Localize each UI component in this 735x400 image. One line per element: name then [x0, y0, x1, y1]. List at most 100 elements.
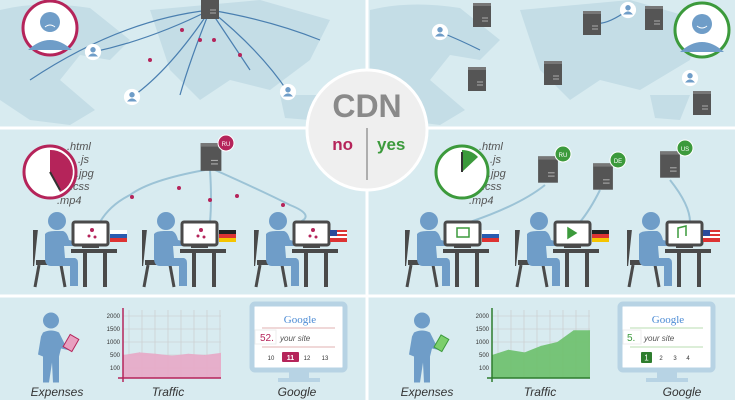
file-label: .css — [70, 181, 90, 193]
sad-user-avatar — [21, 0, 79, 57]
search-rank: 5. — [627, 333, 635, 344]
germany-flag — [219, 230, 236, 242]
image-icon — [456, 227, 470, 238]
user-pin-icon — [681, 69, 699, 87]
search-result-text: your site — [279, 334, 311, 343]
file-label: .jpg — [488, 168, 507, 180]
page-number[interactable]: 10 — [268, 356, 275, 362]
server-icon — [692, 90, 712, 116]
y-tick-label: 2000 — [476, 314, 490, 320]
file-label: .html — [479, 141, 503, 153]
cdn-badge: CDN no yes — [305, 68, 429, 192]
file-list-right: .html .js .jpg .css .mp4 — [469, 141, 507, 207]
y-tick-label: 1000 — [107, 340, 121, 346]
page-number-current[interactable]: 1 — [644, 354, 649, 363]
traffic-area — [123, 352, 221, 378]
server-icon — [543, 60, 563, 86]
traffic-chart-right: 2000 1500 1000 500 100 — [476, 308, 591, 382]
music-icon — [677, 225, 687, 238]
user-workstation — [254, 210, 339, 288]
file-label: .js — [490, 154, 502, 166]
google-logo: Google — [652, 314, 685, 326]
content-icons — [456, 225, 687, 240]
server-icon — [659, 150, 681, 179]
traffic-label: Traffic — [152, 385, 184, 399]
russia-flag — [482, 230, 499, 242]
user-workstation — [33, 210, 118, 288]
cash-icon — [433, 334, 450, 353]
network-nodes — [148, 28, 242, 62]
server-badge-ru — [217, 134, 235, 152]
file-label: .jpg — [76, 168, 95, 180]
y-tick-label: 2000 — [107, 314, 121, 320]
germany-flag — [592, 230, 609, 242]
server-badge-label: DE — [614, 159, 622, 165]
loading-spinner-icons — [87, 228, 318, 239]
y-tick-label: 500 — [110, 353, 121, 359]
page-number[interactable]: 4 — [686, 356, 690, 362]
y-tick-label: 100 — [110, 366, 121, 372]
slow-clock-icon — [22, 144, 78, 200]
google-label: Google — [278, 385, 317, 399]
y-tick-label: 1500 — [107, 327, 121, 333]
server-badge-label: US — [681, 147, 689, 153]
user-pin-icon — [431, 23, 449, 41]
server-icon — [537, 155, 559, 184]
server-icon — [467, 66, 487, 92]
server-icon — [200, 142, 222, 172]
page-number[interactable]: 2 — [659, 356, 663, 362]
russia-flag — [110, 230, 127, 242]
page-number[interactable]: 12 — [304, 356, 311, 362]
world-map — [0, 0, 700, 126]
usa-flag — [330, 230, 347, 242]
right-cdn-lines — [469, 179, 691, 223]
y-tick-label: 100 — [479, 366, 490, 372]
expenses-label: Expenses — [31, 385, 84, 399]
user-pin-icon — [123, 88, 141, 106]
yes-label: yes — [377, 135, 405, 154]
user-workstation — [515, 210, 600, 288]
expenses-label: Expenses — [401, 385, 454, 399]
flags — [110, 230, 720, 242]
server-badge-label: RU — [559, 153, 568, 159]
happy-user-avatar — [673, 1, 731, 59]
user-workstation — [627, 210, 712, 288]
server-icon — [592, 162, 614, 191]
server-icon — [472, 2, 492, 28]
user-pin-icon — [619, 1, 637, 19]
file-label: .mp4 — [469, 195, 493, 207]
file-label: .js — [78, 154, 90, 166]
credit-card-icon — [62, 333, 80, 353]
google-label: Google — [663, 385, 702, 399]
file-list-left: .html .js .jpg .css .mp4 — [57, 141, 95, 207]
server-badges-right: RU DE US — [554, 139, 694, 169]
page-number[interactable]: 13 — [322, 356, 329, 362]
google-monitor-left: Google 52. your site 10 11 12 13 — [249, 301, 348, 382]
file-label: .css — [482, 181, 502, 193]
server-badge-label: RU — [222, 142, 231, 148]
traffic-chart-left: 2000 1500 1000 500 100 — [107, 308, 222, 382]
user-pin-icon — [84, 43, 102, 61]
server-icon — [582, 10, 602, 36]
file-label: .html — [67, 141, 91, 153]
google-logo: Google — [284, 314, 317, 326]
traffic-area — [492, 330, 590, 378]
user-workstation — [142, 210, 227, 288]
y-tick-label: 500 — [479, 353, 490, 359]
server-icon — [644, 5, 664, 31]
google-monitor-right: Google 5. your site 1 2 3 4 — [617, 301, 716, 382]
server-icon — [200, 0, 220, 20]
search-rank: 52. — [260, 333, 274, 344]
y-tick-label: 1500 — [476, 327, 490, 333]
page-number[interactable]: 3 — [673, 356, 677, 362]
y-tick-label: 1000 — [476, 340, 490, 346]
fast-clock-icon — [434, 144, 490, 200]
left-cdn-lines — [99, 169, 307, 223]
usa-flag — [703, 230, 720, 242]
file-label: .mp4 — [57, 195, 81, 207]
page-number-current[interactable]: 11 — [287, 355, 295, 362]
user-pin-icon — [279, 83, 297, 101]
traffic-label: Traffic — [524, 385, 556, 399]
search-result-text: your site — [643, 334, 675, 343]
